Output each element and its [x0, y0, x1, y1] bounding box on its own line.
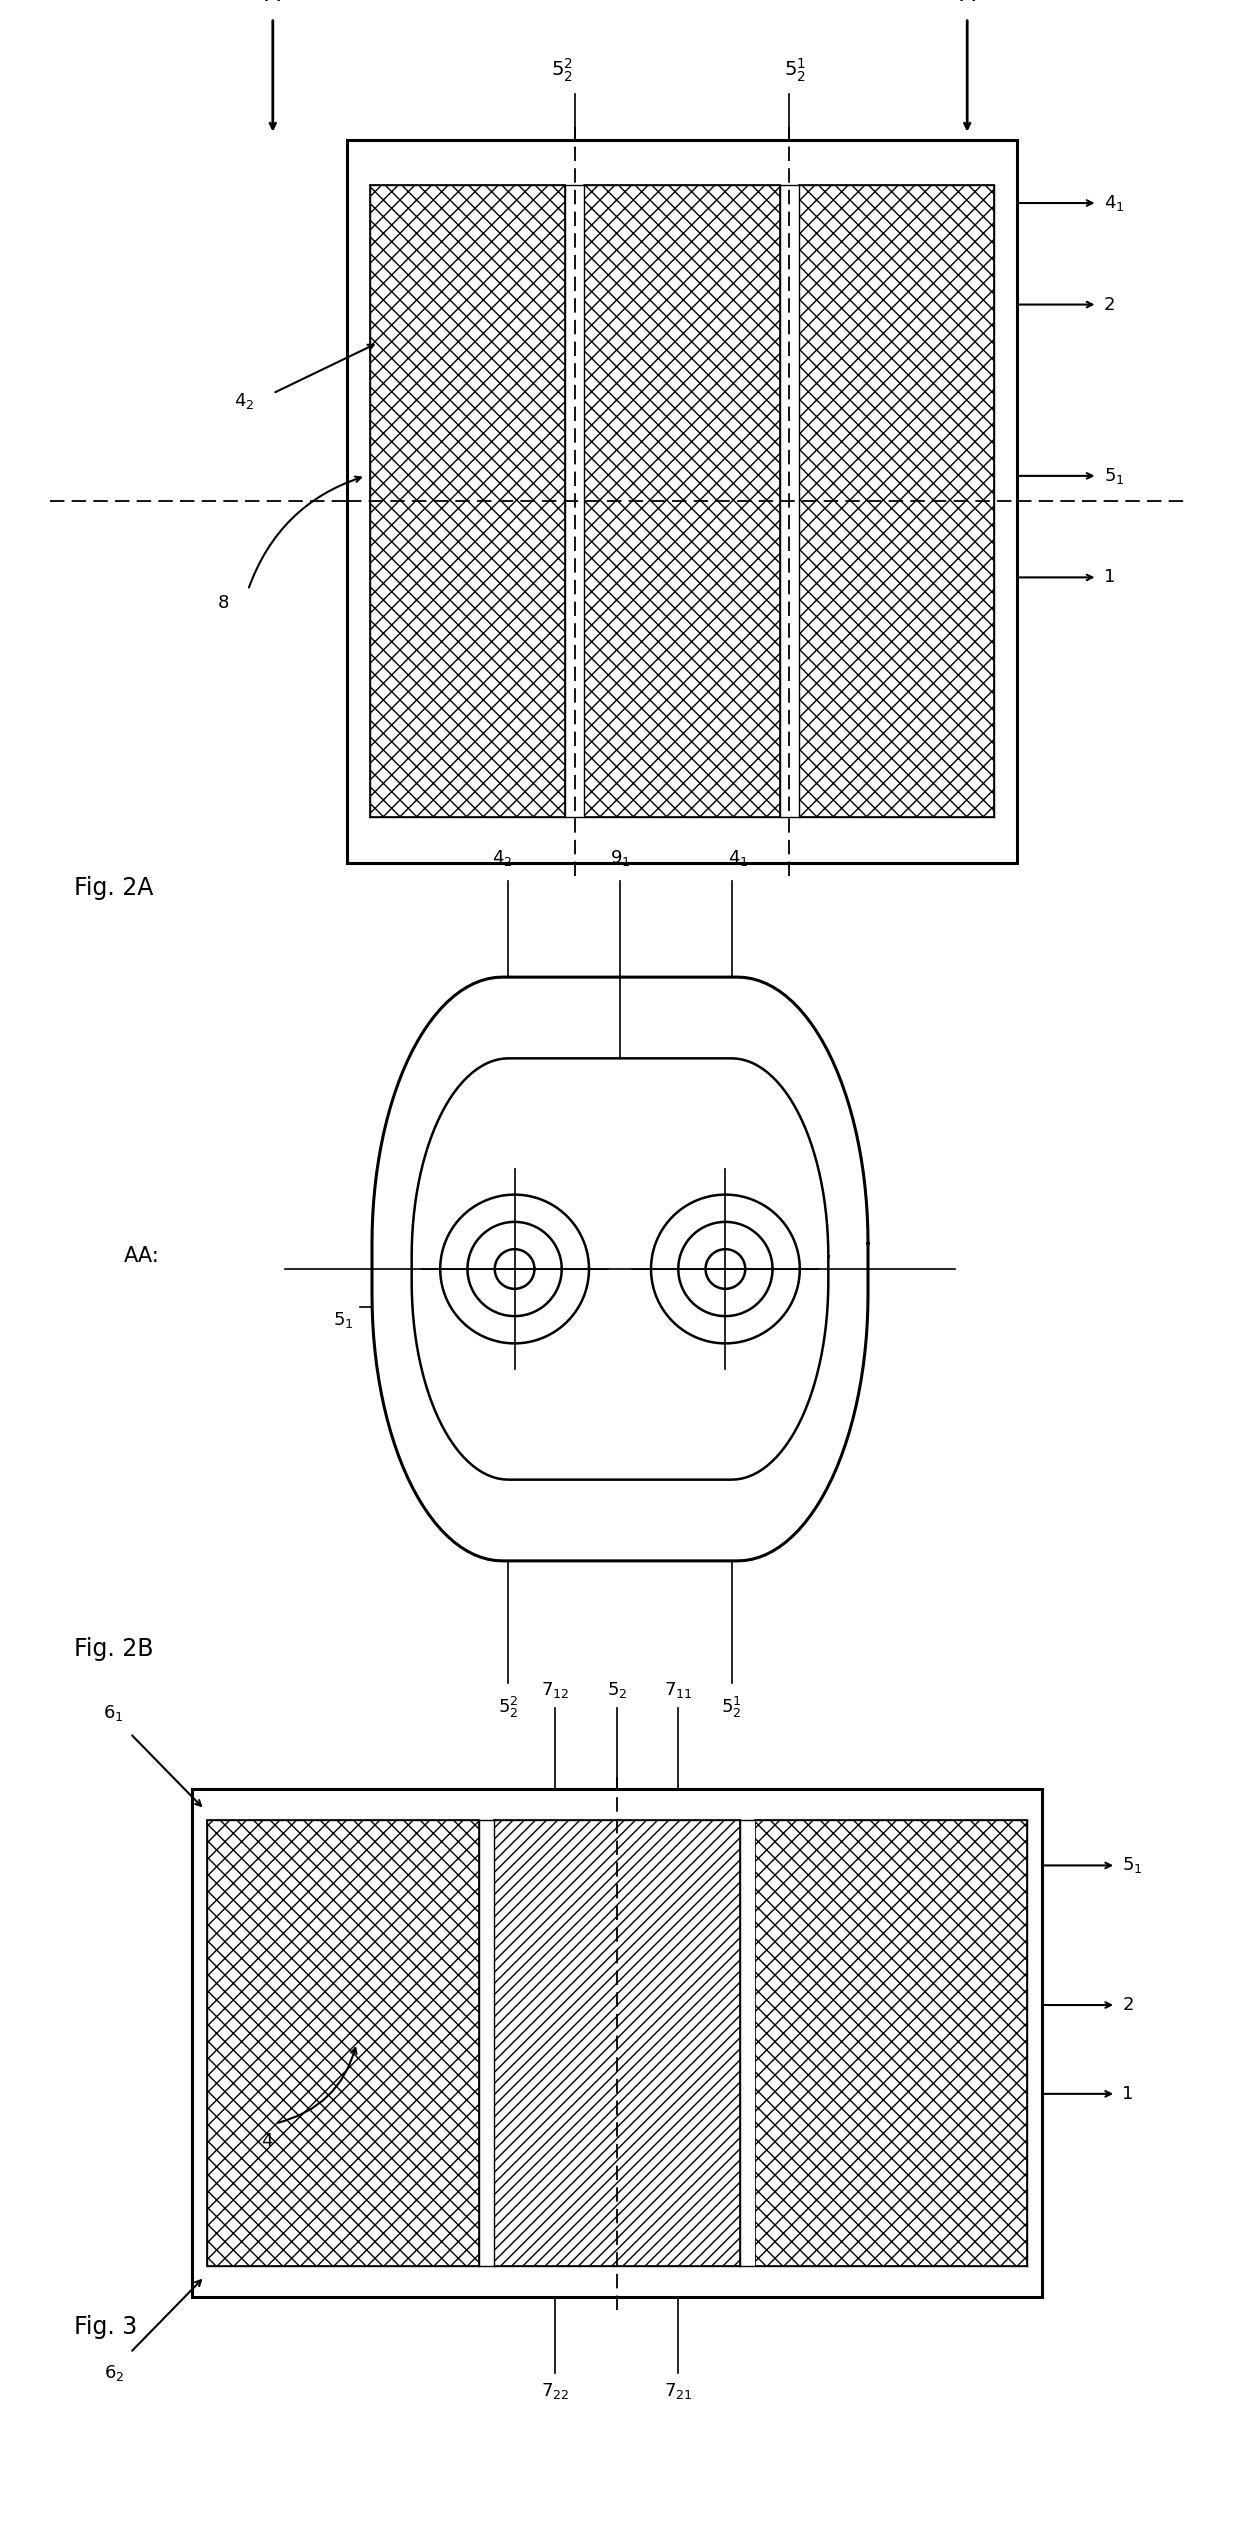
- Text: Fig. 2A: Fig. 2A: [74, 876, 154, 898]
- Bar: [207, 1820, 479, 2266]
- Polygon shape: [678, 1221, 773, 1317]
- Bar: [192, 1789, 1042, 2297]
- Bar: [740, 1820, 755, 2266]
- Text: $5_2^2$: $5_2^2$: [552, 56, 573, 84]
- Bar: [780, 185, 799, 817]
- Text: $5_2^2$: $5_2^2$: [498, 1695, 518, 1721]
- Text: 2: 2: [1104, 294, 1115, 315]
- Text: $7_{11}$: $7_{11}$: [665, 1680, 693, 1700]
- Text: $5_2^1$: $5_2^1$: [722, 1695, 742, 1721]
- Bar: [799, 185, 994, 817]
- Bar: [494, 1820, 740, 2266]
- Text: $5_1$: $5_1$: [1104, 467, 1125, 485]
- Polygon shape: [440, 1195, 589, 1343]
- Text: Fig. 3: Fig. 3: [74, 2315, 138, 2337]
- Text: $4_1$: $4_1$: [728, 848, 748, 868]
- Text: AA:: AA:: [124, 1246, 160, 1266]
- Text: $6_1$: $6_1$: [103, 1703, 124, 1723]
- Bar: [584, 185, 780, 817]
- Bar: [347, 140, 1017, 863]
- Bar: [755, 1820, 1027, 2266]
- Text: A: A: [265, 0, 280, 5]
- Polygon shape: [372, 977, 868, 1561]
- Polygon shape: [467, 1221, 562, 1317]
- Text: 8: 8: [218, 594, 229, 612]
- Text: $6_2$: $6_2$: [104, 2363, 124, 2383]
- Bar: [565, 185, 584, 817]
- Text: $4_2$: $4_2$: [234, 391, 254, 411]
- Text: $7_{21}$: $7_{21}$: [665, 2381, 693, 2401]
- Text: $5_1$: $5_1$: [332, 1310, 353, 1330]
- Bar: [192, 1789, 1042, 2297]
- Text: $9_1$: $9_1$: [610, 848, 630, 868]
- Text: Fig. 2B: Fig. 2B: [74, 1637, 154, 1660]
- Polygon shape: [495, 1249, 534, 1289]
- Bar: [479, 1820, 494, 2266]
- Text: $7_{22}$: $7_{22}$: [541, 2381, 569, 2401]
- Text: 1: 1: [1122, 2084, 1133, 2104]
- Text: $7_{12}$: $7_{12}$: [541, 1680, 569, 1700]
- Text: $5_1$: $5_1$: [1122, 1855, 1143, 1876]
- Text: $5_2$: $5_2$: [606, 1680, 627, 1700]
- Text: 2: 2: [1122, 1995, 1133, 2015]
- Bar: [370, 185, 565, 817]
- Text: 4: 4: [262, 2132, 273, 2150]
- Text: 1: 1: [1104, 569, 1115, 586]
- Polygon shape: [706, 1249, 745, 1289]
- Text: $5_2^1$: $5_2^1$: [785, 56, 806, 84]
- Text: A: A: [960, 0, 975, 5]
- Polygon shape: [651, 1195, 800, 1343]
- Text: $4_1$: $4_1$: [1104, 193, 1125, 213]
- Bar: [347, 140, 1017, 863]
- Text: $4_2$: $4_2$: [492, 848, 512, 868]
- Polygon shape: [412, 1058, 828, 1480]
